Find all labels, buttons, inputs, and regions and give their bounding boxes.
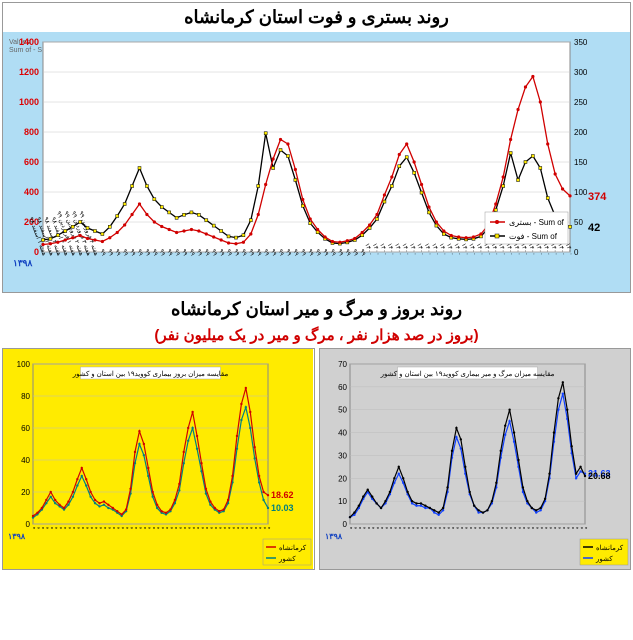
lower-ytick: 50: [338, 406, 347, 415]
lower-ytick: 0: [342, 520, 347, 529]
top-ytick-right: 100: [574, 188, 588, 197]
top-legend-hosp: بستری - Sum of: [509, 218, 565, 227]
lower-ytick: 40: [21, 456, 30, 465]
top-start-year: ۱۳۹۸: [13, 258, 33, 268]
top-death-end-label: 42: [588, 222, 600, 234]
lower-ytick: 100: [17, 360, 31, 369]
lower-inner-title: مقایسه میزان مرگ و میر بیماری کووید۱۹ بی…: [379, 369, 554, 378]
top-ytick-left: 400: [24, 187, 39, 197]
lower-ytick: 0: [26, 520, 31, 529]
lower-ytick: 30: [338, 451, 347, 460]
lower-ytick: 10: [338, 497, 347, 506]
top-chart-area: ValuesSum of - Sum of0200400600800100012…: [3, 32, 630, 292]
lower-ytick: 80: [21, 392, 30, 401]
lower-end-label: 18.62: [271, 490, 294, 500]
lower-ytick: 70: [338, 360, 347, 369]
top-ytick-right: 350: [574, 38, 588, 47]
lower-charts-row: مقایسه میزان بروز بیماری کووید۱۹ بین است…: [2, 348, 631, 570]
lower-ytick: 60: [21, 424, 30, 433]
lower-inner-title: مقایسه میزان بروز بیماری کووید۱۹ بین است…: [72, 370, 229, 378]
lower-right-svg: مقایسه میزان مرگ و میر بیماری کووید۱۹ بی…: [320, 349, 630, 569]
lower-start-year: ۱۳۹۸: [325, 532, 343, 541]
lower-legend-b: کشور: [278, 555, 296, 563]
top-chart-svg: ValuesSum of - Sum of0200400600800100012…: [3, 32, 630, 292]
top-ytick-left: 800: [24, 127, 39, 137]
top-ytick-left: 1200: [19, 67, 39, 77]
top-ytick-right: 150: [574, 158, 588, 167]
lower-end-label: 20.68: [588, 471, 611, 481]
lower-right-panel: مقایسه میزان مرگ و میر بیماری کووید۱۹ بی…: [319, 348, 632, 570]
lower-ytick: 20: [338, 474, 347, 483]
lower-end-label: 10.03: [271, 503, 294, 513]
top-ytick-right: 50: [574, 218, 583, 227]
lower-legend-a: کرمانشاه: [596, 544, 624, 552]
top-ytick-right: 0: [574, 248, 579, 257]
lower-legend-a: کرمانشاه: [279, 544, 307, 552]
top-title: روند بستری و فوت استان کرمانشاه: [3, 3, 630, 32]
top-panel: روند بستری و فوت استان کرمانشاه ValuesSu…: [2, 2, 631, 293]
lower-ytick: 20: [21, 488, 30, 497]
top-ytick-left: 1000: [19, 97, 39, 107]
top-ytick-left: 600: [24, 157, 39, 167]
page: روند بستری و فوت استان کرمانشاه ValuesSu…: [0, 2, 633, 570]
top-ytick-right: 250: [574, 98, 588, 107]
top-ytick-left: 1400: [19, 37, 39, 47]
top-legend-death: فوت - Sum of: [509, 232, 558, 241]
top-ytick-right: 300: [574, 68, 588, 77]
lower-start-year: ۱۳۹۸: [8, 532, 26, 541]
lower-ytick: 40: [338, 429, 347, 438]
lower-legend-b: کشور: [595, 555, 613, 563]
top-hosp-end-label: 374: [588, 191, 607, 203]
lower-left-panel: مقایسه میزان بروز بیماری کووید۱۹ بین است…: [2, 348, 315, 570]
lower-left-svg: مقایسه میزان بروز بیماری کووید۱۹ بین است…: [3, 349, 313, 569]
lower-subtitle: (بروز در صد هزار نفر ، مرگ و میر در یک م…: [0, 324, 633, 346]
top-ytick-right: 200: [574, 128, 588, 137]
lower-title: روند بروز و مرگ و میر استان کرمانشاه: [0, 295, 633, 324]
lower-header: روند بروز و مرگ و میر استان کرمانشاه (بر…: [0, 295, 633, 346]
lower-ytick: 60: [338, 383, 347, 392]
